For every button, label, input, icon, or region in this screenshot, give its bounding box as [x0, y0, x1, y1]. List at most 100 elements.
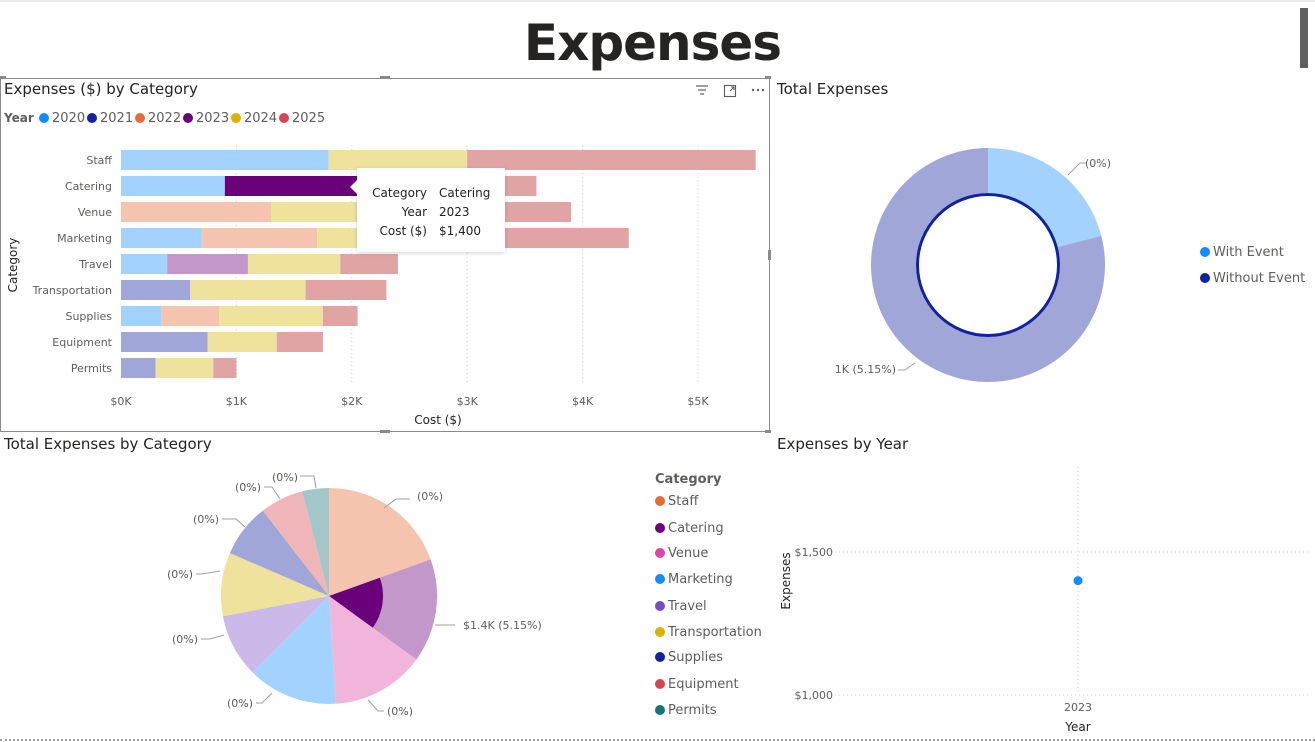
pie-slice-venue[interactable]	[329, 596, 417, 704]
pie-legend-item-supplies[interactable]: Supplies	[655, 650, 723, 665]
bar-catering-2020[interactable]	[121, 176, 225, 196]
resize-handle-corner[interactable]	[0, 76, 6, 79]
pie-slice-permits[interactable]	[302, 488, 329, 596]
legend-dot	[655, 652, 665, 662]
bar-transportation-2025[interactable]	[305, 280, 387, 300]
x-tick-label: $5K	[687, 395, 709, 408]
donut-slice-without-event[interactable]	[871, 148, 1105, 382]
legend-title: Year	[3, 111, 34, 125]
bar-staff-2025[interactable]	[467, 150, 756, 170]
tooltip-row-year: Year 2023	[357, 205, 505, 223]
pie-slice-travel[interactable]	[222, 596, 329, 673]
legend-dot	[655, 679, 665, 689]
legend-label: Travel	[668, 599, 707, 614]
bar-permits-2024[interactable]	[155, 358, 214, 378]
y-tick-label: Catering	[65, 180, 112, 193]
pie-legend-title: Category	[655, 472, 722, 487]
resize-handle-right[interactable]	[768, 250, 771, 260]
legend-dot	[655, 523, 665, 533]
bar-travel-2024[interactable]	[247, 254, 341, 274]
pie-legend-item-permits[interactable]: Permits	[655, 703, 717, 718]
pie-slice-supplies[interactable]	[229, 510, 329, 596]
bar-chart-title: Expenses ($) by Category	[4, 80, 198, 98]
donut-slice-with-event[interactable]	[988, 148, 1102, 248]
pie-slice-transportation[interactable]	[220, 553, 329, 617]
page-title: Expenses	[523, 14, 782, 72]
tooltip-key: Category	[372, 186, 427, 200]
pie-legend-item-catering[interactable]: Catering	[655, 521, 724, 536]
legend-item-2023[interactable]: 2023	[196, 111, 229, 126]
bar-chart[interactable]: Year 2020 2021 2022 2023 2024 2025 $0K $1K $2K $3K…	[0, 100, 770, 430]
pie-legend-item-staff[interactable]: Staff	[655, 494, 698, 509]
more-options-icon[interactable]	[751, 84, 765, 99]
pie-chart[interactable]: (0%) $1.4K (5.15%) (0%) (0%) (0%) (0%) (0%) (0%…	[0, 455, 650, 737]
legend-dot	[87, 113, 97, 123]
pie-chart-title: Total Expenses by Category	[4, 435, 212, 453]
pie-legend-item-travel[interactable]: Travel	[655, 599, 707, 614]
donut-legend-item[interactable]: With Event	[1200, 245, 1284, 260]
leader-line	[1067, 162, 1087, 176]
resize-handle-corner[interactable]	[765, 76, 771, 79]
bar-travel-2025[interactable]	[340, 254, 398, 274]
bar-equipment-2024[interactable]	[207, 332, 277, 352]
bar-transportation-2021[interactable]	[121, 280, 191, 300]
legend-item-2020[interactable]: 2020	[52, 111, 85, 126]
legend-dot	[655, 496, 665, 506]
bar-staff-2020[interactable]	[121, 150, 329, 170]
bar-supplies-2024[interactable]	[219, 306, 323, 326]
bar-equipment-2025[interactable]	[276, 332, 323, 352]
page-scrollbar[interactable]	[1300, 8, 1308, 68]
bar-supplies-2020[interactable]	[121, 306, 162, 326]
bar-staff-2024[interactable]	[328, 150, 468, 170]
legend-item-2024[interactable]: 2024	[244, 111, 277, 126]
pie-slice-marketing[interactable]	[252, 596, 336, 704]
tooltip-arrow	[350, 180, 357, 194]
legend-item-2025[interactable]: 2025	[292, 111, 325, 126]
legend-item-2021[interactable]: 2021	[100, 111, 133, 126]
pie-slice-catering[interactable]	[329, 559, 438, 660]
pie-legend-item-equipment[interactable]: Equipment	[655, 677, 739, 692]
y-tick-label: Marketing	[57, 232, 112, 245]
x-axis-title: Cost ($)	[414, 413, 462, 427]
resize-handle-corner[interactable]	[765, 430, 771, 433]
pie-legend-item-venue[interactable]: Venue	[655, 546, 708, 561]
resize-handle-bottom[interactable]	[380, 430, 390, 433]
y-tick-label: Permits	[71, 362, 112, 375]
bar-supplies-2022[interactable]	[161, 306, 220, 326]
pie-legend-item-transportation[interactable]: Transportation	[655, 625, 762, 640]
filter-icon[interactable]	[695, 84, 709, 100]
bar-permits-2025[interactable]	[213, 358, 237, 378]
bar-venue-2022[interactable]	[121, 202, 272, 222]
bar-supplies-2025[interactable]	[322, 306, 358, 326]
resize-handle-top[interactable]	[380, 76, 390, 79]
bar-equipment-2021[interactable]	[121, 332, 208, 352]
pie-slice-equipment[interactable]	[262, 491, 329, 596]
pie-slice-staff[interactable]	[329, 488, 431, 596]
leader-line	[256, 692, 273, 704]
bar-travel-2020[interactable]	[121, 254, 168, 274]
pie-legend-item-marketing[interactable]: Marketing	[655, 572, 733, 587]
bar-marketing-2020[interactable]	[121, 228, 202, 248]
scatter-point[interactable]	[1073, 576, 1083, 586]
pie-data-label: (0%)	[172, 633, 198, 646]
bar-catering-2023[interactable]	[224, 176, 387, 196]
y-axis-title: Category	[6, 238, 20, 293]
y-tick-label: Transportation	[32, 284, 112, 297]
top-border	[0, 0, 1315, 2]
donut-legend-item[interactable]: Without Event	[1200, 271, 1305, 286]
y-tick-label: Venue	[78, 206, 112, 219]
legend-label: Supplies	[668, 650, 723, 665]
scatter-chart[interactable]: $1,000 $1,500 2023 Year Expenses	[775, 455, 1315, 737]
legend-item-2022[interactable]: 2022	[148, 111, 181, 126]
bar-marketing-2022[interactable]	[201, 228, 318, 248]
bar-transportation-2024[interactable]	[190, 280, 306, 300]
bar-travel-2023[interactable]	[167, 254, 248, 274]
tooltip-value: $1,400	[439, 224, 481, 238]
donut-chart[interactable]: (0%) 1K (5.15%)	[775, 100, 1315, 430]
bar-permits-2021[interactable]	[121, 358, 156, 378]
pie-data-label: (0%)	[235, 481, 261, 494]
legend-label: Catering	[668, 521, 724, 536]
pie-slice-highlight-catering[interactable]	[329, 577, 383, 628]
leader-line	[201, 634, 225, 640]
focus-mode-icon[interactable]	[723, 84, 737, 102]
